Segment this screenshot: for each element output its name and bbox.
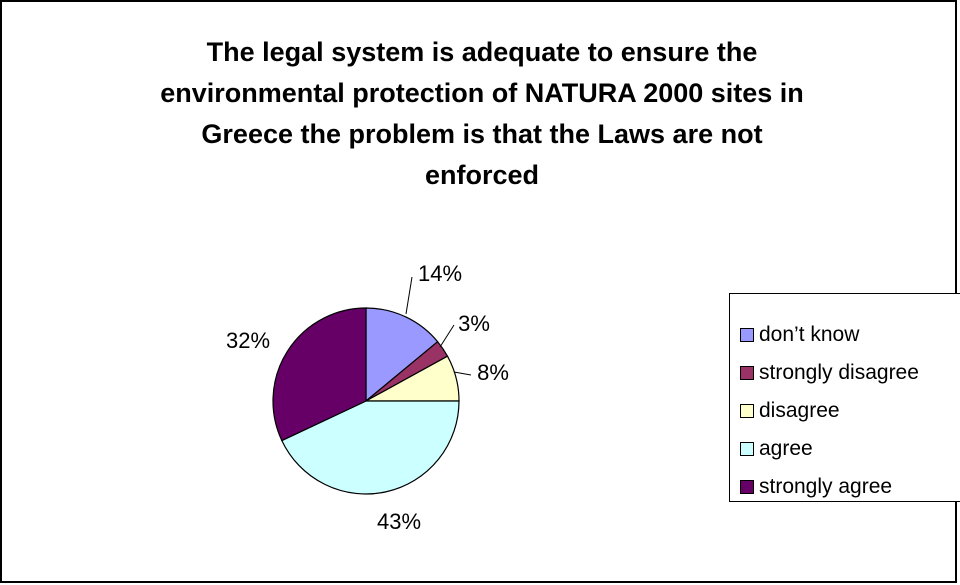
legend-swatch-agree <box>740 442 754 456</box>
data-label-dont-know: 14% <box>418 261 462 286</box>
legend-label-strongly-agree: strongly agree <box>759 475 892 499</box>
legend-item-disagree: disagree <box>740 395 840 427</box>
legend-swatch-dont-know <box>740 328 754 342</box>
chart-legend: don’t know strongly disagree disagree ag… <box>729 293 960 502</box>
data-label-strongly-agree: 32% <box>226 328 270 353</box>
legend-item-agree: agree <box>740 433 813 465</box>
data-label-disagree: 8% <box>477 360 509 385</box>
data-label-strongly-disagree: 3% <box>458 311 490 336</box>
legend-swatch-disagree <box>740 404 754 418</box>
legend-label-dont-know: don’t know <box>759 323 859 347</box>
legend-label-strongly-disagree: strongly disagree <box>759 361 919 385</box>
leader-line-strongly-disagree <box>440 325 454 347</box>
legend-label-disagree: disagree <box>759 399 840 423</box>
legend-swatch-strongly-disagree <box>740 366 754 380</box>
legend-item-strongly-agree: strongly agree <box>740 471 892 503</box>
leader-line-disagree <box>454 372 471 375</box>
legend-item-dont-know: don’t know <box>740 319 859 351</box>
legend-swatch-strongly-agree <box>740 480 754 494</box>
data-label-agree: 43% <box>377 509 421 534</box>
legend-item-strongly-disagree: strongly disagree <box>740 357 919 389</box>
leader-line-dont-know <box>406 277 412 314</box>
legend-label-agree: agree <box>759 437 813 461</box>
